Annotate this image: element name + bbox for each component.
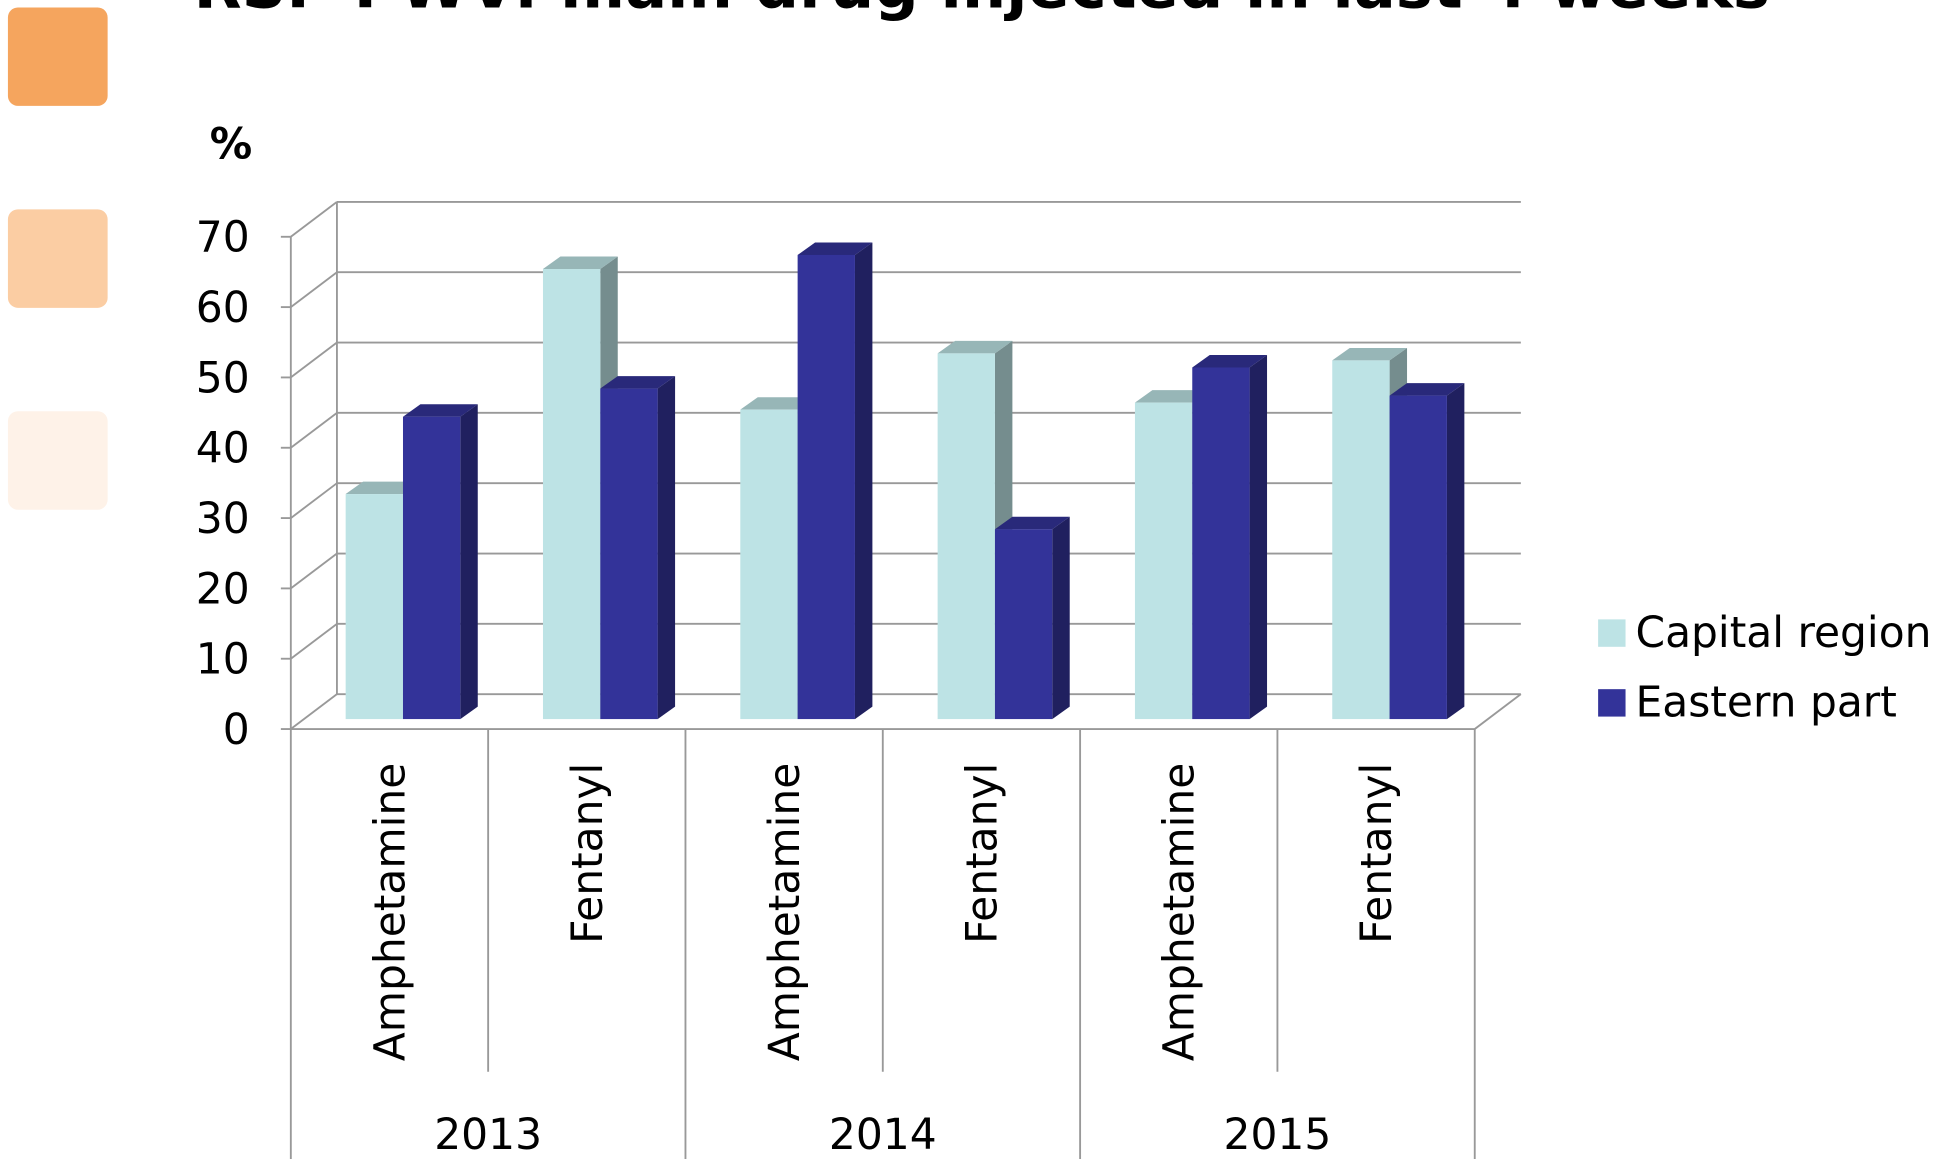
bar-top <box>600 376 676 389</box>
bar-top <box>1332 347 1408 361</box>
bar-top <box>994 516 1070 530</box>
bar <box>542 269 601 720</box>
y-tick-label: 20 <box>196 564 250 613</box>
grid-line <box>290 552 338 590</box>
legend-swatch <box>1598 619 1626 647</box>
x-tick-label: Amphetamine <box>760 763 809 1062</box>
group-label: 2013 <box>434 1110 542 1159</box>
bar <box>994 529 1053 720</box>
grid-line <box>290 201 338 238</box>
grid-line <box>290 341 338 379</box>
grid-line <box>290 412 338 449</box>
bar <box>797 254 855 720</box>
bar-side <box>460 404 478 720</box>
bar <box>402 416 461 720</box>
bar <box>345 494 403 720</box>
bar <box>937 353 995 720</box>
bar-top <box>1192 354 1268 368</box>
legend-swatch <box>1598 689 1626 717</box>
legend-label: Capital region <box>1636 608 1932 657</box>
bar-top <box>402 404 478 417</box>
group-label: 2015 <box>1224 1110 1332 1159</box>
y-tick-label: 10 <box>196 635 250 684</box>
bar <box>1192 367 1250 720</box>
bar <box>1332 360 1390 720</box>
bar-side <box>1249 354 1268 720</box>
y-tick-label: 70 <box>196 213 250 262</box>
grid-line <box>290 482 338 519</box>
bar <box>1389 395 1447 720</box>
y-tick-label: 40 <box>196 424 250 473</box>
chart-title: RSP PWV: main drug injected in last 4 we… <box>194 0 1770 22</box>
y-tick-label: 0 <box>223 705 250 754</box>
y-tick-label: 60 <box>196 283 250 332</box>
legend-label: Eastern part <box>1636 678 1897 727</box>
bar-top <box>345 481 421 495</box>
group-label: 2014 <box>829 1110 937 1159</box>
y-tick-label: 30 <box>196 494 250 543</box>
x-tick-label: Amphetamine <box>1155 763 1204 1062</box>
bar-top <box>797 242 873 255</box>
decor-square <box>7 209 108 308</box>
x-tick-label: Fentanyl <box>957 763 1006 944</box>
bar <box>1134 402 1193 720</box>
bar <box>740 409 798 720</box>
y-tick-label: 50 <box>196 353 250 402</box>
grid-line <box>290 623 338 660</box>
bar-side <box>1052 516 1070 720</box>
bar-top <box>1134 390 1210 403</box>
grid-line <box>290 271 338 308</box>
decor-square <box>7 7 108 106</box>
bar-top <box>937 340 1013 354</box>
bar-top <box>542 256 618 270</box>
bar-side <box>657 376 676 720</box>
x-tick-label: Fentanyl <box>1352 763 1401 944</box>
y-axis-label: % <box>210 119 252 168</box>
x-tick-label: Fentanyl <box>563 763 612 944</box>
decor-square <box>7 411 108 510</box>
bar-side <box>1446 383 1465 720</box>
bar-top <box>740 397 816 410</box>
bar <box>600 388 658 720</box>
bar-top <box>1389 383 1465 396</box>
x-tick-label: Amphetamine <box>365 763 414 1062</box>
bar-side <box>854 242 873 720</box>
grid-line <box>290 693 338 730</box>
